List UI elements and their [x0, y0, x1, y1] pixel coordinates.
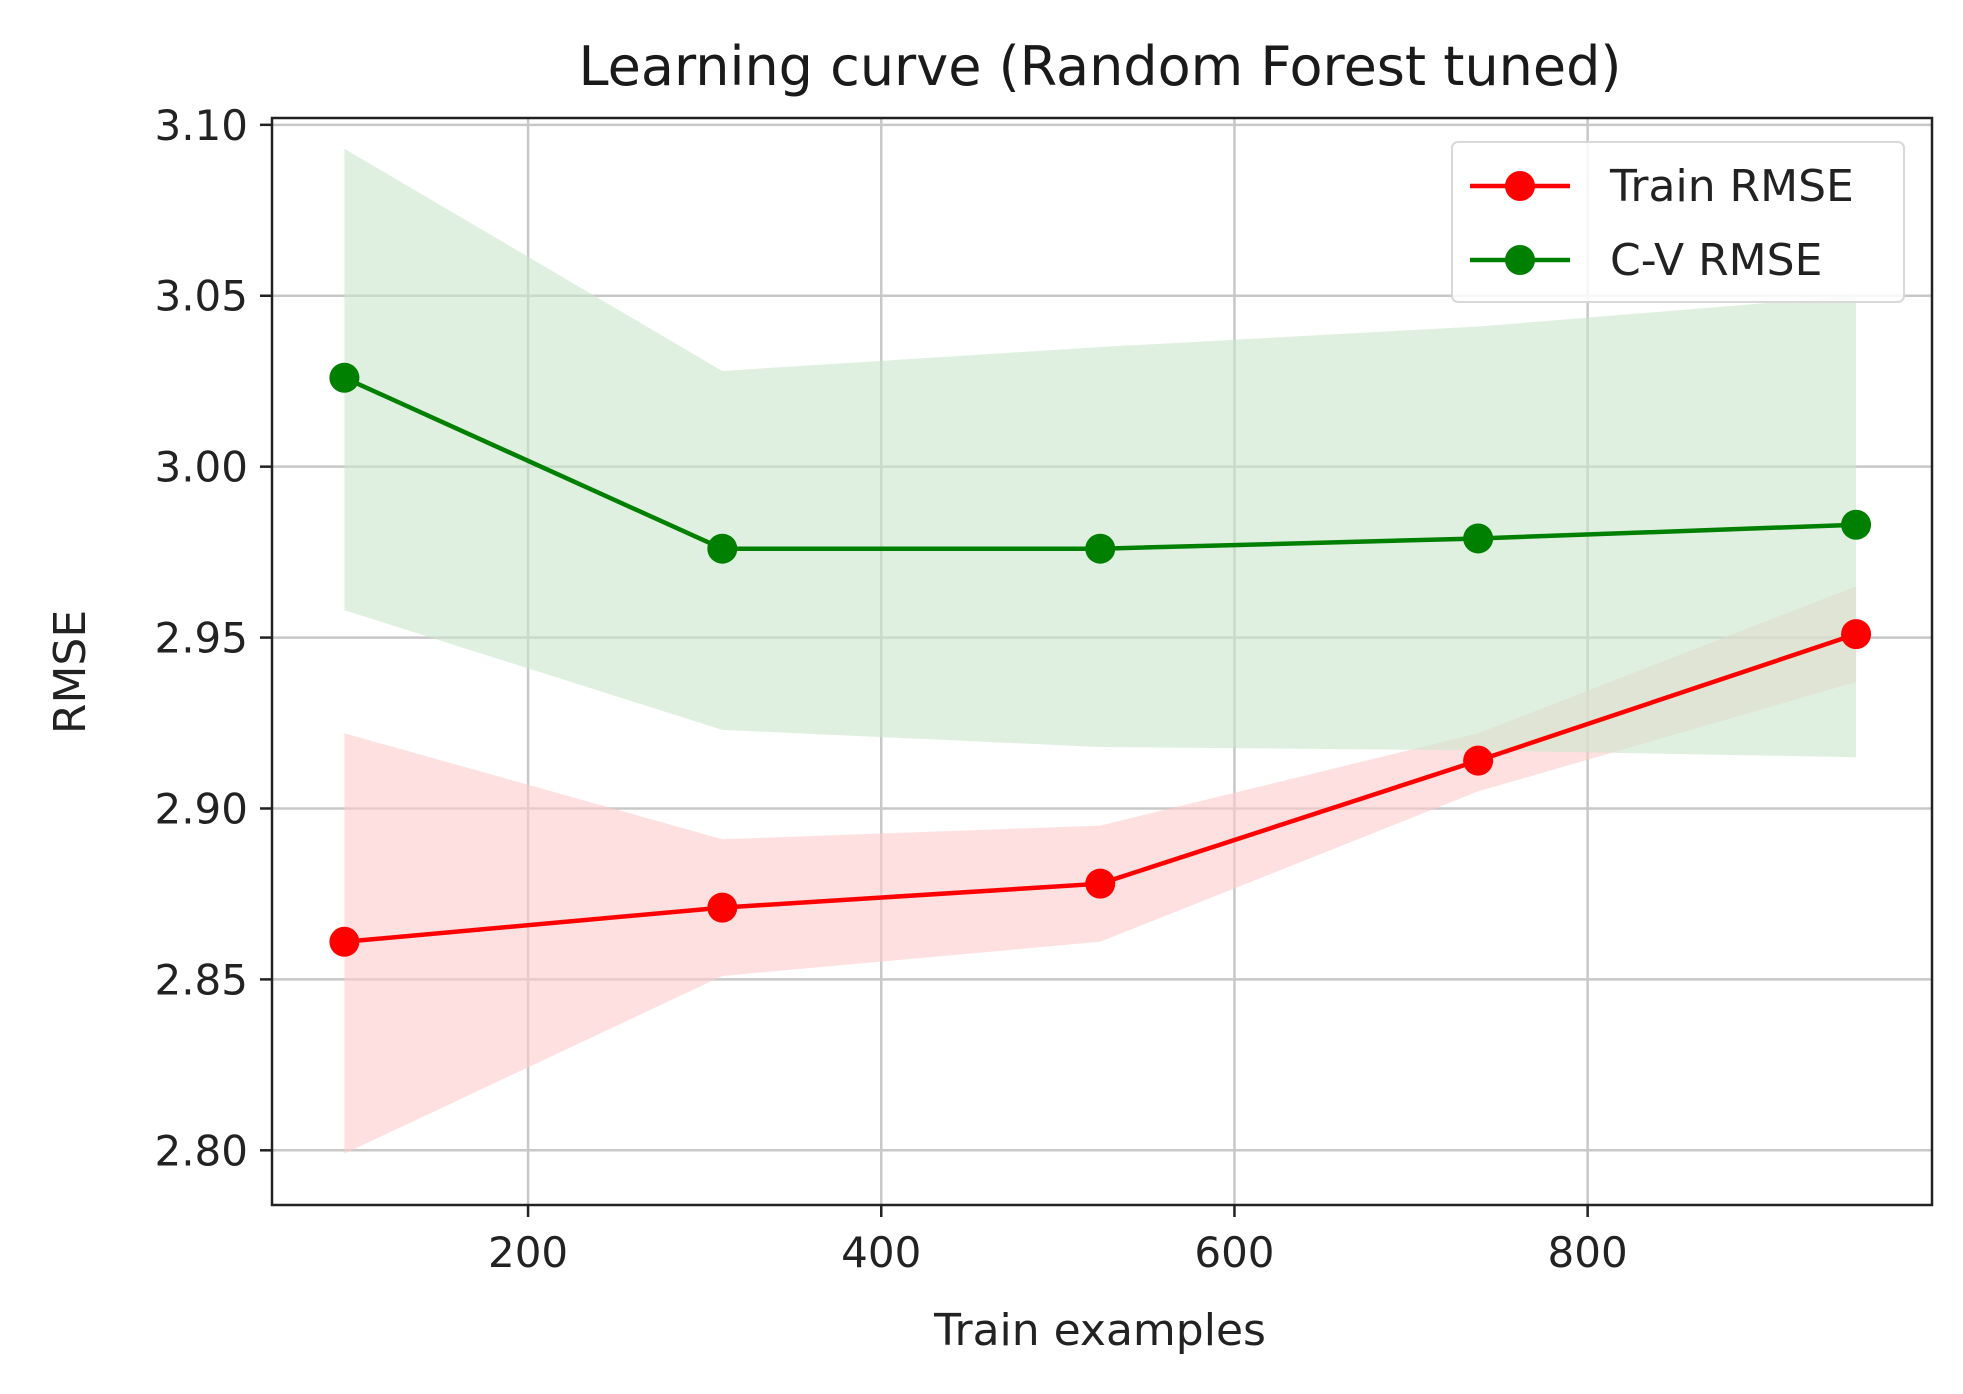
y-tick-label: 2.95: [154, 614, 248, 663]
legend-cv-label: C-V RMSE: [1610, 235, 1822, 286]
y-tick-label: 2.90: [154, 784, 248, 833]
y-tick-label: 3.00: [154, 443, 248, 492]
cv-std-band: [344, 148, 1857, 758]
x-tick-label: 200: [488, 1228, 568, 1277]
train-rmse-point: [1085, 868, 1116, 899]
y-tick-label: 3.05: [154, 272, 248, 321]
cv-rmse-point: [1841, 509, 1872, 540]
x-tick-label: 400: [841, 1228, 921, 1277]
cv-rmse-point: [1463, 523, 1494, 554]
x-axis-label: Train examples: [933, 1305, 1266, 1356]
train-rmse-point: [1463, 745, 1494, 776]
train-rmse-point: [329, 926, 360, 957]
cv-rmse-point: [707, 533, 738, 564]
tick-layer: 200 400 600 800 2.80 2.85 2.90 2.95 3.00 3.05 3.10: [154, 101, 1627, 1277]
y-tick-label: 2.80: [154, 1126, 248, 1175]
chart-title: Learning curve (Random Forest tuned): [579, 35, 1622, 98]
legend: Train RMSE C-V RMSE: [1451, 141, 1905, 303]
cv-rmse-point: [329, 362, 360, 393]
y-tick-label: 2.85: [154, 955, 248, 1004]
point-layer: [329, 362, 1872, 957]
legend-train-marker: [1505, 171, 1535, 201]
x-tick-label: 800: [1548, 1228, 1628, 1277]
legend-train-label: Train RMSE: [1609, 161, 1854, 212]
cv-rmse-point: [1085, 533, 1116, 564]
legend-cv-marker: [1505, 245, 1535, 275]
y-axis-label: RMSE: [45, 610, 96, 734]
plot-frame: [270, 116, 1934, 1207]
x-tick-label: 600: [1194, 1228, 1274, 1277]
train-rmse-point: [707, 892, 738, 923]
train-rmse-point: [1841, 619, 1872, 650]
y-tick-label: 3.10: [154, 101, 248, 150]
